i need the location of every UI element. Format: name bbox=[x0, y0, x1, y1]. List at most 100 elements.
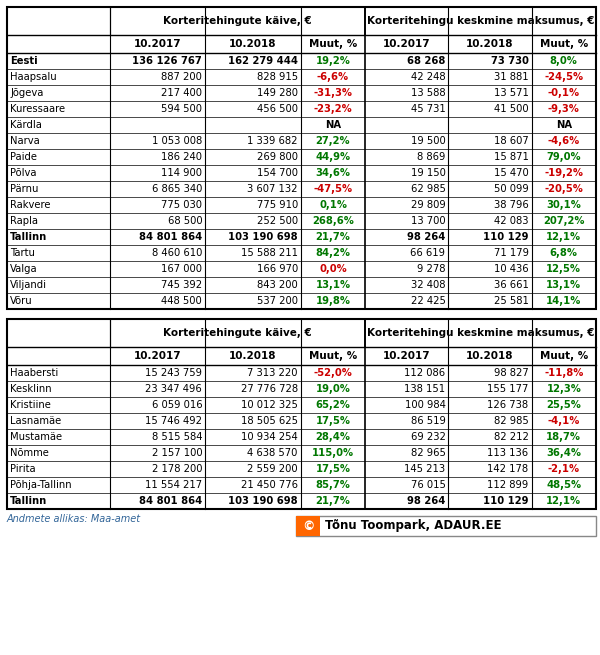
Text: 10.2018: 10.2018 bbox=[229, 351, 277, 361]
Text: 100 984: 100 984 bbox=[404, 400, 445, 410]
Text: 142 178: 142 178 bbox=[487, 464, 529, 474]
Text: 15 243 759: 15 243 759 bbox=[145, 368, 202, 378]
Text: Põlva: Põlva bbox=[10, 168, 37, 178]
Text: Andmete allikas: Maa-amet: Andmete allikas: Maa-amet bbox=[7, 514, 141, 524]
Text: 27,2%: 27,2% bbox=[316, 136, 350, 146]
Text: 10.2017: 10.2017 bbox=[134, 39, 181, 49]
Text: Kristiine: Kristiine bbox=[10, 400, 51, 410]
Text: 887 200: 887 200 bbox=[161, 72, 202, 82]
Text: Muut, %: Muut, % bbox=[539, 39, 588, 49]
Text: 18 505 625: 18 505 625 bbox=[241, 416, 298, 426]
Text: 66 619: 66 619 bbox=[410, 248, 445, 258]
Text: 36 661: 36 661 bbox=[494, 280, 529, 290]
Text: 34,6%: 34,6% bbox=[316, 168, 350, 178]
Text: -6,6%: -6,6% bbox=[317, 72, 349, 82]
Text: -11,8%: -11,8% bbox=[544, 368, 583, 378]
Text: NA: NA bbox=[325, 120, 341, 130]
Text: 9 278: 9 278 bbox=[417, 264, 445, 274]
Bar bbox=[7, 319, 596, 509]
Text: 155 177: 155 177 bbox=[487, 384, 529, 394]
Text: Pirita: Pirita bbox=[10, 464, 35, 474]
Text: 36,4%: 36,4% bbox=[546, 448, 581, 458]
Text: 42 248: 42 248 bbox=[411, 72, 445, 82]
Text: Pärnu: Pärnu bbox=[10, 184, 38, 194]
Text: 1 339 682: 1 339 682 bbox=[247, 136, 298, 146]
Text: 10 436: 10 436 bbox=[494, 264, 529, 274]
Text: 217 400: 217 400 bbox=[161, 88, 202, 98]
Text: Tallinn: Tallinn bbox=[10, 496, 47, 506]
Text: 13 588: 13 588 bbox=[411, 88, 445, 98]
Text: 41 500: 41 500 bbox=[494, 104, 529, 114]
Text: Viljandi: Viljandi bbox=[10, 280, 47, 290]
Text: Võru: Võru bbox=[10, 296, 32, 306]
Text: 28,4%: 28,4% bbox=[316, 432, 350, 442]
Text: 15 588 211: 15 588 211 bbox=[241, 248, 298, 258]
Text: Lasnamäe: Lasnamäe bbox=[10, 416, 61, 426]
Text: 10.2018: 10.2018 bbox=[466, 39, 514, 49]
Text: 84 801 864: 84 801 864 bbox=[139, 496, 202, 506]
Text: Tallinn: Tallinn bbox=[10, 232, 47, 242]
Text: 10 012 325: 10 012 325 bbox=[241, 400, 298, 410]
Text: 8 515 584: 8 515 584 bbox=[152, 432, 202, 442]
Text: 112 086: 112 086 bbox=[404, 368, 445, 378]
Text: 23 347 496: 23 347 496 bbox=[145, 384, 202, 394]
Text: 7 313 220: 7 313 220 bbox=[247, 368, 298, 378]
Text: 10.2017: 10.2017 bbox=[134, 351, 181, 361]
Text: 79,0%: 79,0% bbox=[547, 152, 581, 162]
Text: 8,0%: 8,0% bbox=[550, 56, 578, 66]
Text: 10.2017: 10.2017 bbox=[383, 39, 431, 49]
Text: 31 881: 31 881 bbox=[494, 72, 529, 82]
Text: 15 470: 15 470 bbox=[494, 168, 529, 178]
Text: 103 190 698: 103 190 698 bbox=[228, 496, 298, 506]
Text: 8 869: 8 869 bbox=[417, 152, 445, 162]
Text: Paide: Paide bbox=[10, 152, 37, 162]
Text: Nõmme: Nõmme bbox=[10, 448, 49, 458]
Text: 126 738: 126 738 bbox=[487, 400, 529, 410]
Text: Korteritehingu keskmine maksumus, €: Korteritehingu keskmine maksumus, € bbox=[367, 16, 595, 26]
Text: 6,8%: 6,8% bbox=[550, 248, 578, 258]
Text: -19,2%: -19,2% bbox=[544, 168, 583, 178]
Text: Korteritehingu keskmine maksumus, €: Korteritehingu keskmine maksumus, € bbox=[367, 328, 595, 338]
Text: 85,7%: 85,7% bbox=[316, 480, 350, 490]
Text: 186 240: 186 240 bbox=[161, 152, 202, 162]
Text: 149 280: 149 280 bbox=[257, 88, 298, 98]
Text: 113 136: 113 136 bbox=[487, 448, 529, 458]
Text: 68 268: 68 268 bbox=[407, 56, 445, 66]
Text: 13 700: 13 700 bbox=[411, 216, 445, 226]
Text: -0,1%: -0,1% bbox=[548, 88, 580, 98]
Text: 2 157 100: 2 157 100 bbox=[152, 448, 202, 458]
Text: Kärdla: Kärdla bbox=[10, 120, 42, 130]
Text: 12,1%: 12,1% bbox=[546, 496, 581, 506]
Text: Haapsalu: Haapsalu bbox=[10, 72, 56, 82]
Text: Mustamäe: Mustamäe bbox=[10, 432, 62, 442]
Text: 269 800: 269 800 bbox=[257, 152, 298, 162]
Text: 166 970: 166 970 bbox=[257, 264, 298, 274]
Text: Rapla: Rapla bbox=[10, 216, 38, 226]
Text: 145 213: 145 213 bbox=[404, 464, 445, 474]
Text: 1 053 008: 1 053 008 bbox=[152, 136, 202, 146]
Text: 2 559 200: 2 559 200 bbox=[247, 464, 298, 474]
Text: 12,5%: 12,5% bbox=[546, 264, 581, 274]
Text: Muut, %: Muut, % bbox=[309, 39, 357, 49]
Text: Eesti: Eesti bbox=[10, 56, 38, 66]
Text: 45 731: 45 731 bbox=[410, 104, 445, 114]
Text: Kuressaare: Kuressaare bbox=[10, 104, 65, 114]
Text: 6 059 016: 6 059 016 bbox=[152, 400, 202, 410]
Text: Muut, %: Muut, % bbox=[539, 351, 588, 361]
Text: 19 500: 19 500 bbox=[410, 136, 445, 146]
Text: -47,5%: -47,5% bbox=[313, 184, 353, 194]
Text: 21,7%: 21,7% bbox=[316, 232, 350, 242]
Text: 98 827: 98 827 bbox=[494, 368, 529, 378]
Text: Muut, %: Muut, % bbox=[309, 351, 357, 361]
Text: -24,5%: -24,5% bbox=[544, 72, 583, 82]
Text: 73 730: 73 730 bbox=[491, 56, 529, 66]
Text: 594 500: 594 500 bbox=[161, 104, 202, 114]
Text: -4,1%: -4,1% bbox=[548, 416, 580, 426]
Text: Valga: Valga bbox=[10, 264, 38, 274]
Text: 537 200: 537 200 bbox=[257, 296, 298, 306]
Text: 62 985: 62 985 bbox=[410, 184, 445, 194]
Text: 19,0%: 19,0% bbox=[316, 384, 350, 394]
Text: 110 129: 110 129 bbox=[483, 496, 529, 506]
Text: 19,8%: 19,8% bbox=[316, 296, 350, 306]
Text: 82 965: 82 965 bbox=[410, 448, 445, 458]
